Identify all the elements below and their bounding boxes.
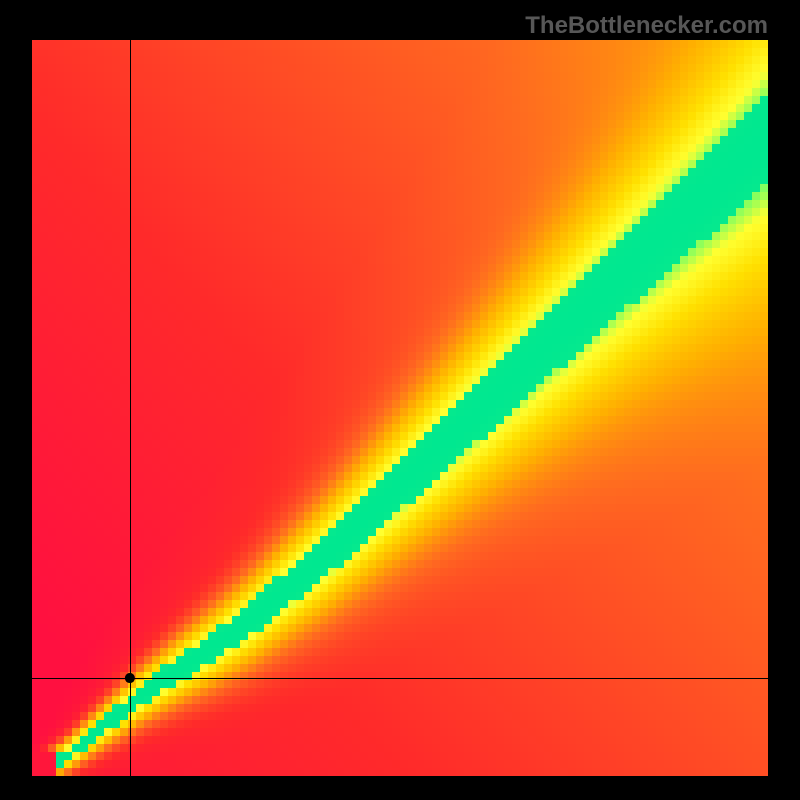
heatmap-canvas [32,40,768,776]
chart-frame: TheBottlenecker.com [0,0,800,800]
attribution-watermark: TheBottlenecker.com [525,12,768,40]
heatmap-plot [32,40,768,776]
